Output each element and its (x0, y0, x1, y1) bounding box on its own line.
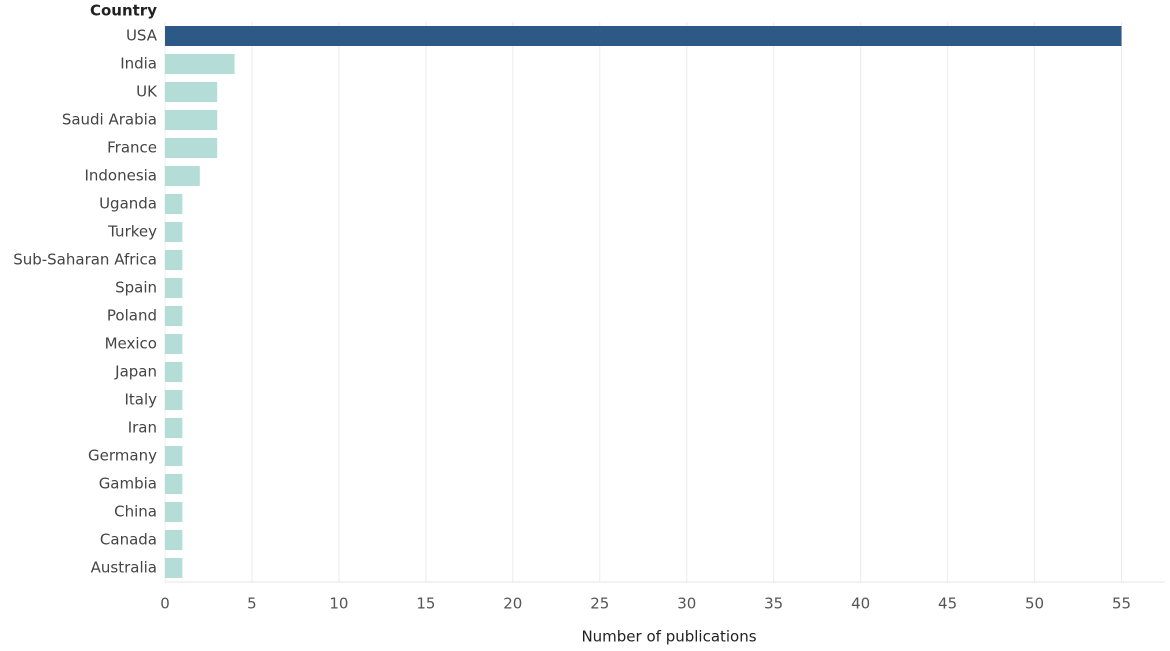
bar (165, 26, 1122, 46)
bar (165, 474, 183, 494)
x-tick-label: 10 (329, 595, 348, 613)
y-tick-label: Sub-Saharan Africa (13, 251, 157, 269)
y-tick-label: Canada (100, 531, 157, 549)
bar (165, 530, 183, 550)
y-tick-label: Germany (88, 447, 157, 465)
bar (165, 54, 235, 74)
bar (165, 334, 183, 354)
bar (165, 362, 183, 382)
bar (165, 418, 183, 438)
y-tick-label: Poland (107, 307, 157, 325)
bar (165, 138, 218, 158)
y-tick-label: Turkey (107, 223, 157, 241)
y-tick-label: Japan (114, 363, 157, 381)
bar (165, 166, 200, 186)
bar (165, 222, 183, 242)
y-axis-title: Country (90, 2, 157, 20)
y-tick-label: France (107, 139, 157, 157)
y-tick-label: Mexico (105, 335, 157, 353)
y-tick-label: Gambia (99, 475, 157, 493)
y-tick-label: UK (136, 83, 158, 101)
bar (165, 446, 183, 466)
x-tick-label: 55 (1112, 595, 1131, 613)
bar (165, 110, 218, 130)
bar (165, 278, 183, 298)
y-tick-label: Australia (91, 559, 157, 577)
bar (165, 502, 183, 522)
y-tick-label: Spain (115, 279, 157, 297)
x-tick-label: 0 (160, 595, 170, 613)
y-tick-label: Italy (124, 391, 157, 409)
y-tick-label: India (120, 55, 157, 73)
bar (165, 250, 183, 270)
bar (165, 558, 183, 578)
x-tick-label: 40 (851, 595, 870, 613)
x-tick-label: 30 (677, 595, 696, 613)
x-axis-title: Number of publications (581, 628, 756, 646)
y-tick-label: Indonesia (84, 167, 157, 185)
y-tick-label: USA (126, 27, 158, 45)
x-tick-label: 5 (247, 595, 257, 613)
x-tick-label: 35 (764, 595, 783, 613)
bar (165, 82, 218, 102)
x-tick-label: 50 (1025, 595, 1044, 613)
x-tick-label: 25 (590, 595, 609, 613)
y-tick-label: China (114, 503, 157, 521)
x-tick-label: 45 (938, 595, 957, 613)
y-tick-label: Iran (128, 419, 157, 437)
bar (165, 194, 183, 214)
x-tick-label: 15 (416, 595, 435, 613)
bar (165, 390, 183, 410)
y-tick-label: Uganda (99, 195, 157, 213)
y-tick-label: Saudi Arabia (62, 111, 157, 129)
bar (165, 306, 183, 326)
x-tick-label: 20 (503, 595, 522, 613)
